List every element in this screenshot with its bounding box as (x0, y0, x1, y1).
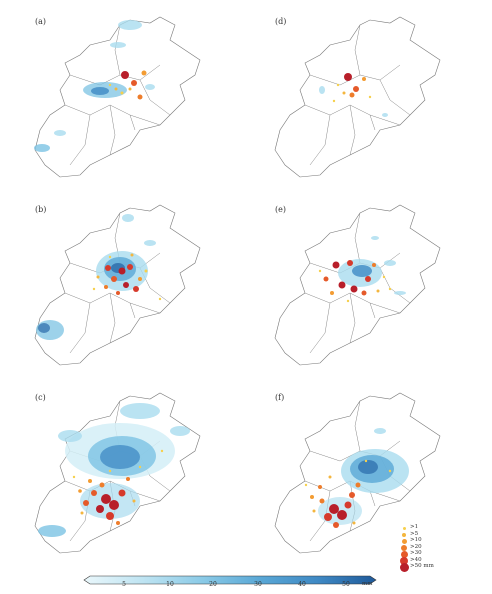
map-panel-e: (e) (250, 193, 480, 378)
map-panel-c: (c) (10, 381, 240, 566)
panel-label-c: (c) (35, 393, 46, 402)
precip-legend: >1 >5 >10 >20 >30 >40 >50 mm (399, 524, 490, 572)
colorbar-unit: mm (362, 581, 373, 587)
map-panel-f: (f) (250, 381, 480, 566)
beijing-map-f (274, 392, 441, 554)
legend-item: >30 (400, 550, 490, 558)
legend-item: >50 mm (399, 562, 490, 572)
colorbar-tick: 10 (166, 581, 174, 588)
panel-label-d: (d) (275, 17, 287, 26)
legend-dot (401, 538, 407, 544)
map-panel-b: (b) (10, 193, 240, 378)
station-dots-d (332, 73, 372, 103)
colorbar: 5 10 20 30 40 50 mm (80, 570, 380, 592)
beijing-map-c (34, 392, 201, 554)
legend-dot (401, 544, 407, 551)
colorbar-tick: 40 (298, 581, 306, 588)
station-dots-a (108, 70, 147, 100)
legend-item: >5 (400, 530, 490, 539)
map-panel-d: (d) (250, 5, 480, 190)
panel-label-a: (a) (35, 17, 47, 26)
panel-label-b: (b) (35, 205, 47, 214)
beijing-map-b (34, 204, 201, 366)
legend-dot (400, 556, 408, 565)
colorbar-tick: 5 (122, 581, 126, 588)
panel-label-e: (e) (275, 205, 286, 214)
legend-item: >20 (400, 543, 490, 552)
beijing-map-a (34, 16, 201, 178)
legend-label: >20 (410, 543, 422, 550)
legend-item: >40 (400, 556, 490, 565)
station-dots-e (318, 260, 392, 303)
station-dots-c (72, 449, 164, 525)
legend-label: >5 (410, 530, 419, 537)
station-dots-b (92, 253, 162, 301)
legend-item: >10 (400, 537, 490, 545)
map-panel-a: (a) (10, 5, 240, 190)
beijing-map-e (274, 204, 441, 366)
legend-dot (402, 526, 406, 530)
station-dots-f (304, 459, 392, 528)
panel-label-f: (f) (275, 393, 285, 402)
legend-label: >50 mm (410, 563, 434, 569)
colorbar-tick: 20 (209, 581, 217, 588)
legend-dot (399, 562, 409, 572)
legend-label: >10 (410, 537, 422, 543)
colorbar-tick: 50 (342, 581, 350, 588)
legend-label: >40 (410, 556, 422, 563)
legend-label: >30 (410, 550, 422, 556)
legend-item: >1 (400, 524, 490, 532)
legend-dot (402, 532, 406, 537)
legend-label: >1 (410, 524, 419, 530)
beijing-map-d (274, 16, 441, 178)
colorbar-tick: 30 (254, 581, 262, 588)
colorbar-graphic (83, 575, 377, 585)
legend-dot (400, 550, 408, 558)
